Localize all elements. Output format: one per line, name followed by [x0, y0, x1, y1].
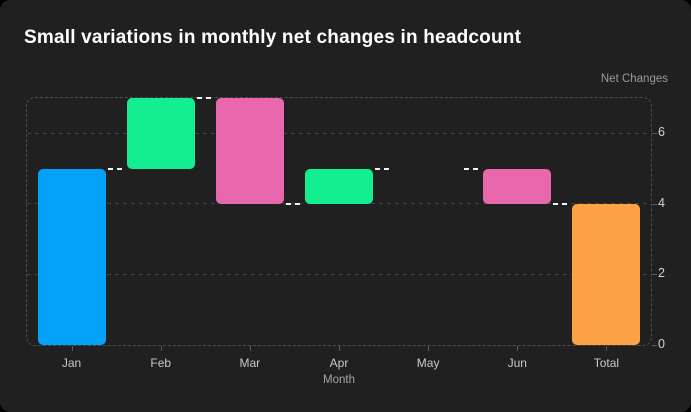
bar-apr[interactable]	[305, 168, 373, 204]
x-tick-mark-mar	[249, 346, 251, 351]
y-tick-mark-6	[652, 133, 657, 135]
connector-may-jun	[464, 167, 482, 170]
x-tick-mark-may	[428, 346, 430, 351]
bar-jan[interactable]	[37, 168, 106, 345]
gridline-4	[27, 203, 651, 205]
x-axis-title: Month	[323, 374, 355, 386]
plot-area	[26, 97, 652, 346]
y-tick-mark-0	[652, 345, 657, 346]
x-tick-mark-apr	[339, 346, 340, 351]
bar-feb[interactable]	[126, 98, 195, 169]
x-tick-label-mar: Mar	[239, 356, 261, 370]
gridline-2	[27, 273, 651, 275]
y-axis-title: Net Changes	[600, 73, 668, 85]
x-tick-label-total: Total	[593, 356, 620, 370]
x-tick-label-may: May	[416, 356, 440, 370]
y-tick-label-4: 4	[658, 195, 665, 210]
chart-title: Small variations in monthly net changes …	[24, 27, 522, 48]
y-tick-mark-2	[652, 274, 657, 276]
bar-total[interactable]	[572, 203, 641, 345]
connector-jan-feb	[107, 167, 125, 170]
bar-mar[interactable]	[215, 98, 284, 204]
connector-jun-total	[553, 202, 571, 205]
y-tick-label-2: 2	[658, 266, 665, 281]
x-tick-label-jan: Jan	[61, 356, 82, 370]
connector-apr-may	[375, 167, 393, 170]
connector-mar-apr	[285, 202, 303, 205]
x-tick-label-jun: Jun	[507, 356, 527, 370]
gridline-6	[27, 132, 651, 134]
x-tick-mark-jun	[517, 346, 519, 351]
y-tick-label-0: 0	[658, 337, 665, 351]
y-tick-mark-4	[652, 203, 657, 205]
x-tick-mark-feb	[160, 346, 162, 351]
y-tick-label-6: 6	[658, 125, 665, 140]
x-tick-mark-total	[606, 346, 608, 351]
bar-jun[interactable]	[483, 168, 552, 204]
x-tick-label-feb: Feb	[150, 356, 172, 370]
x-tick-mark-jan	[71, 346, 73, 351]
x-tick-label-apr: Apr	[329, 356, 349, 370]
connector-feb-mar	[196, 97, 214, 99]
